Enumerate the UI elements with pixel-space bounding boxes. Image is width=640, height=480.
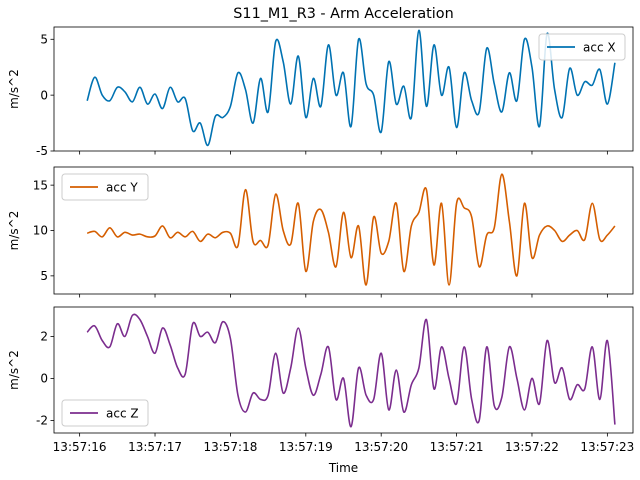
chart-title: S11_M1_R3 - Arm Acceleration (233, 6, 453, 22)
x-tick-label: 13:57:16 (53, 440, 107, 454)
legend: acc Z (61, 399, 149, 427)
y-tick-label: 0 (40, 88, 48, 102)
y-tick-label: 15 (33, 178, 48, 192)
y-tick-label: 5 (40, 32, 48, 46)
x-tick-label: 13:57:18 (203, 440, 257, 454)
series-line-acc-Y (86, 173, 616, 286)
legend-box (61, 399, 149, 427)
legend-label: acc Y (106, 180, 138, 194)
panel-frame (53, 306, 634, 434)
panel-1: -5 0 5 m/s^2 acc X (7, 26, 634, 158)
legend: acc X (538, 33, 626, 61)
legend: acc Y (61, 173, 149, 201)
x-tick-label: 13:57:17 (128, 440, 182, 454)
y-tick-label: 10 (33, 224, 48, 238)
y-axis-label: m/s^2 (7, 69, 21, 109)
y-tick-label: 0 (40, 372, 48, 386)
panel-frame (53, 26, 634, 152)
y-tick-label: 2 (40, 330, 48, 344)
legend-label: acc Z (106, 406, 139, 420)
series-line-acc-X (86, 29, 616, 147)
y-tick-label: -2 (36, 414, 48, 428)
y-tick-label: -5 (36, 144, 48, 158)
x-tick-label: 13:57:23 (580, 440, 634, 454)
legend-box (538, 33, 626, 61)
series-line-acc-Z (86, 313, 616, 428)
panel-3: -2 0 2 m/s^2 13:57:16 13:57:17 13:57:18 13:57:1… (7, 306, 634, 454)
y-axis-label: m/s^2 (7, 211, 21, 251)
x-tick-label: 13:57:21 (430, 440, 484, 454)
legend-label: acc X (583, 40, 616, 54)
panel-2: 5 10 15 m/s^2 acc Y (7, 166, 634, 298)
panels: -5 0 5 m/s^2 acc X 5 10 15 m/s^2 acc Y -2 0 2 m/s^2 13… (7, 26, 634, 454)
legend-box (61, 173, 149, 201)
x-tick-label: 13:57:19 (279, 440, 333, 454)
x-tick-label: 13:57:22 (505, 440, 559, 454)
x-axis-label: Time (328, 461, 358, 475)
y-tick-label: 5 (40, 269, 48, 283)
y-axis-label: m/s^2 (7, 350, 21, 390)
x-tick-label: 13:57:20 (354, 440, 408, 454)
